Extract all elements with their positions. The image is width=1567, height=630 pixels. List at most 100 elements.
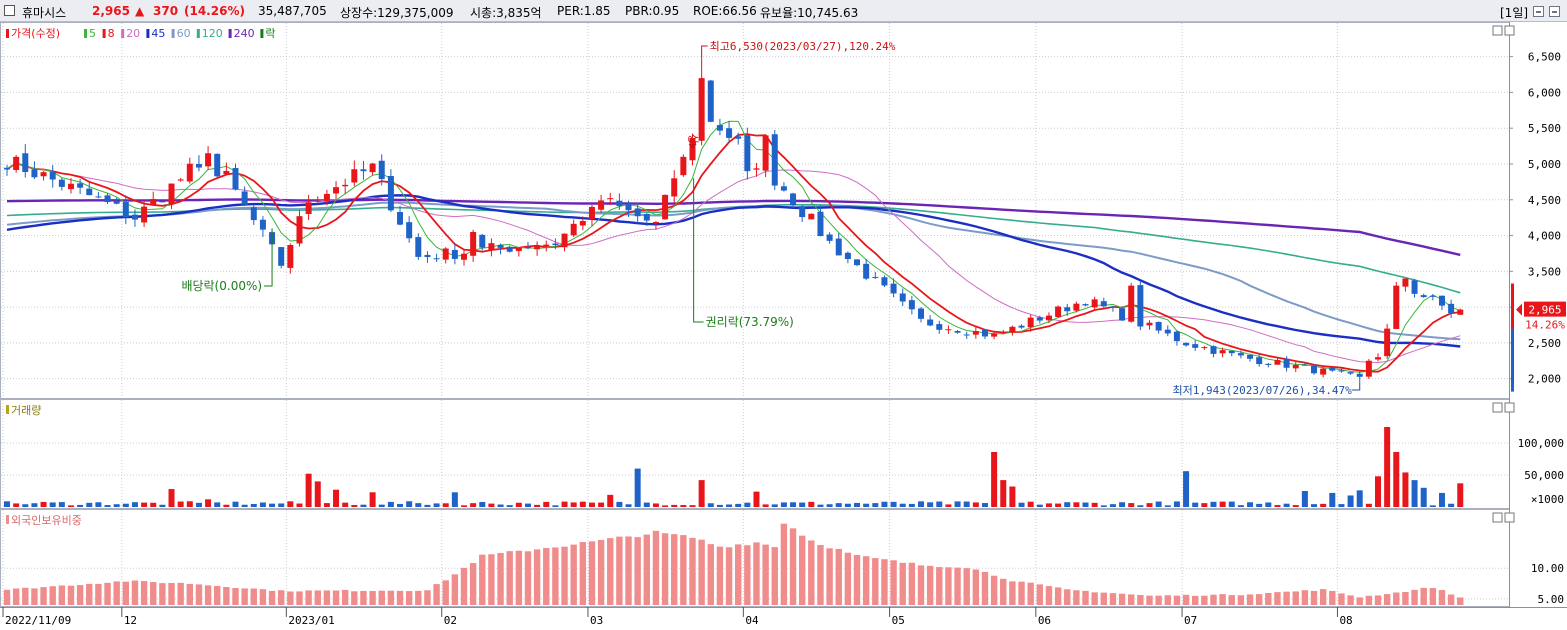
foreign-ratio-bar — [1457, 597, 1464, 605]
candle-body — [278, 247, 285, 266]
candle-body — [534, 246, 541, 250]
foreign-ratio-bar — [954, 567, 961, 605]
foreign-ratio-bar — [1192, 595, 1199, 605]
volume-bar — [698, 480, 705, 507]
volume-bar — [1064, 502, 1071, 507]
foreign-ratio-bar — [862, 556, 870, 605]
foreign-ratio-bar — [278, 590, 285, 605]
volume-bar — [735, 503, 742, 507]
candle-body — [1082, 304, 1089, 306]
volume-bar — [1393, 451, 1400, 507]
foreign-ratio-bar — [607, 538, 614, 605]
foreign-ratio-bar — [890, 560, 897, 605]
pane-maximize-icon[interactable] — [1504, 512, 1515, 523]
volume-bar — [40, 501, 47, 507]
candle-body — [1027, 317, 1034, 328]
volume-bar — [1009, 486, 1016, 507]
pane-maximize-icon[interactable] — [1504, 25, 1515, 36]
volume-bar — [1119, 502, 1126, 507]
volume-bar — [1237, 505, 1244, 507]
select-checkbox[interactable] — [4, 5, 15, 16]
pane-minimize-icon[interactable] — [1492, 402, 1503, 413]
period-selector[interactable]: [1일] — [1500, 6, 1529, 20]
close-window-icon[interactable] — [1549, 6, 1560, 17]
volume-bar — [1201, 503, 1208, 507]
price-tick-label: 2,500 — [1528, 337, 1561, 350]
foreign-ratio-bar — [1237, 595, 1245, 605]
candle-body — [1429, 295, 1436, 297]
volume-bar — [972, 502, 979, 507]
candle-body — [250, 207, 257, 221]
volume-bar — [1247, 502, 1254, 507]
volume-bar — [1018, 502, 1025, 507]
foreign-ratio-bar — [241, 588, 248, 605]
volume-bar — [250, 503, 257, 507]
volume-bar — [397, 504, 404, 507]
volume-bar — [1402, 472, 1409, 507]
volume-bar — [534, 504, 541, 507]
pane-minimize-icon[interactable] — [1492, 25, 1503, 36]
volume-bar — [378, 504, 385, 507]
legend-swatch — [102, 29, 106, 38]
candle-body — [981, 329, 988, 337]
volume-bar — [1265, 502, 1272, 507]
volume-bar — [762, 504, 769, 507]
volume-bar — [671, 504, 678, 507]
pane-maximize-icon[interactable] — [1504, 402, 1515, 413]
candle-body — [570, 223, 577, 236]
pane-minimize-icon[interactable] — [1492, 512, 1503, 523]
candle-body — [945, 329, 952, 331]
candle-body — [579, 221, 586, 226]
candle-body — [872, 276, 879, 278]
foreign-ratio-bar — [1356, 597, 1363, 605]
trade-volume: 35,487,705 — [258, 4, 327, 18]
price-tick-label: 4,500 — [1528, 194, 1561, 207]
volume-bar — [387, 501, 394, 507]
foreign-ratio-bar — [1246, 594, 1254, 605]
volume-bar — [680, 505, 687, 507]
candle-body — [1457, 309, 1464, 315]
candle-body — [31, 169, 38, 178]
foreign-ratio-bar — [1155, 595, 1162, 605]
volume-bar — [780, 502, 787, 507]
candle-body — [753, 168, 760, 170]
candle-body — [1128, 285, 1135, 322]
volume-bar — [1384, 427, 1391, 507]
foreign-ratio-bar — [762, 544, 769, 605]
candle-body — [141, 206, 148, 223]
foreign-ratio-bar — [1274, 592, 1281, 605]
volume-bar — [1128, 503, 1135, 507]
x-tick-label: 03 — [590, 614, 603, 627]
price-tick-label: 5,500 — [1528, 122, 1561, 135]
foreign-ratio-bar — [469, 563, 477, 605]
foreign-ratio-bar — [881, 559, 888, 605]
candle-body — [1091, 299, 1098, 308]
candle-body — [881, 277, 888, 286]
candle-body — [1311, 365, 1318, 374]
per-value: PER:1.85 — [557, 4, 611, 18]
volume-bar — [351, 504, 358, 507]
volume-bar — [881, 501, 888, 507]
foreign-ratio-bar — [1018, 581, 1025, 605]
foreign-ratio-bar — [643, 534, 650, 605]
volume-bar — [662, 505, 669, 507]
minimize-window-icon[interactable] — [1533, 6, 1544, 17]
legend-swatch — [260, 29, 264, 38]
volume-bar — [232, 501, 239, 507]
volume-bar — [854, 502, 861, 507]
foreign-ratio-bar — [817, 545, 824, 605]
foreign-ratio-bar — [1164, 595, 1171, 605]
candle-body — [186, 163, 193, 182]
volume-bar — [744, 502, 751, 507]
candle-body — [607, 198, 614, 200]
foreign-ratio-bar — [1374, 595, 1382, 605]
candle-body — [296, 216, 303, 244]
volume-bar — [1457, 483, 1464, 507]
foreign-ratio-bar — [204, 585, 212, 605]
foreign-ratio-bar — [360, 590, 367, 605]
volume-bar — [1036, 504, 1043, 507]
foreign-ratio-bar — [67, 585, 75, 605]
candle-body — [972, 331, 979, 335]
volume-bar — [1274, 505, 1281, 507]
last-price-pointer-icon — [1516, 303, 1522, 316]
